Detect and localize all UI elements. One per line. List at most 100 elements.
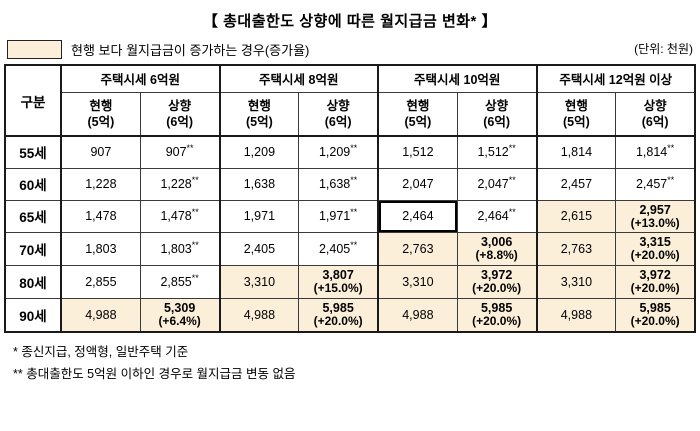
increase-rate: (+20.0%) — [313, 313, 363, 328]
value-cell: 2,763 — [376, 232, 458, 267]
cell-value: 1,228 — [85, 177, 117, 191]
cell-value: 1,971 — [318, 209, 351, 224]
legend-row: 현행 보다 월지급금이 증가하는 경우(증가율) (단위: 천원) — [7, 40, 693, 59]
value-cell: 1,228 — [59, 167, 141, 201]
value-cell: 1,803** — [139, 232, 221, 267]
cell-value: 2,457 — [635, 177, 668, 191]
row-label: 65세 — [4, 199, 62, 234]
increase-rate: (+20.0%) — [630, 313, 680, 328]
sub-header-raised: 상향 (6억) — [298, 91, 379, 137]
cell-value: 4,988 — [85, 307, 117, 322]
cell-value: 1,478 — [85, 209, 117, 224]
value-cell: 2,457 — [535, 167, 617, 201]
cell-value: 1,209 — [243, 145, 276, 160]
cell-value: 1,803 — [160, 242, 192, 257]
sub-header-current: 현행 (5억) — [376, 91, 458, 137]
cell-value: 2,855 — [85, 274, 117, 289]
increase-rate: (+20.0%) — [472, 313, 522, 328]
no-change-marker: ** — [350, 207, 358, 218]
page-title: 【 총대출한도 상향에 따른 월지급금 변화* 】 — [202, 13, 498, 30]
cell-value: 1,638 — [243, 177, 276, 191]
no-change-marker: ** — [508, 174, 516, 185]
value-cell: 1,209 — [218, 135, 300, 169]
no-change-marker: ** — [350, 240, 358, 251]
value-cell: 2,855 — [59, 265, 141, 299]
value-cell: 2,047 — [376, 167, 458, 201]
value-cell: 1,803 — [59, 232, 141, 267]
group-header-6: 주택시세 6억원 — [60, 64, 220, 93]
cell-value: 3,310 — [243, 274, 276, 289]
value-cell: 5,309 (+6.4%) — [139, 297, 221, 333]
increase-rate: (+8.8%) — [475, 248, 518, 263]
value-cell: 2,763 — [535, 232, 617, 267]
cell-value: 2,405 — [318, 242, 351, 257]
value-cell: 1,512 — [376, 135, 458, 169]
page: 【 총대출한도 상향에 따른 월지급금 변화* 】 현행 보다 월지급금이 증가… — [4, 13, 696, 386]
value-cell: 2,615 — [535, 199, 617, 234]
legend-label: 현행 보다 월지급금이 증가하는 경우(증가율) — [71, 43, 310, 58]
value-cell: 4,988 — [218, 297, 300, 333]
sub-header-current: 현행 (5억) — [59, 91, 141, 137]
value-cell: 3,310 — [218, 265, 300, 299]
value-cell: 3,807 (+15.0%) — [298, 265, 379, 299]
value-cell: 1,638** — [298, 167, 379, 201]
no-change-marker: ** — [191, 207, 199, 218]
cell-value: 4,988 — [402, 307, 434, 322]
increase-rate: (+13.0%) — [630, 215, 680, 230]
cell-value: 1,803 — [85, 242, 117, 257]
legend: 현행 보다 월지급금이 증가하는 경우(증가율) — [7, 40, 309, 59]
cell-value: 5,985 — [480, 300, 513, 315]
value-cell: 907 — [59, 135, 141, 169]
no-change-marker: ** — [667, 143, 675, 154]
value-cell: 2,405 — [218, 232, 300, 267]
increase-rate: (+15.0%) — [313, 281, 363, 296]
table-body: 55세 907 907** 1,209 1,209** 1,512 1,512** 1,814… — [4, 135, 696, 333]
table-row: 60세 1,228 1,228** 1,638 1,638** 2,047 2,047** 2… — [4, 167, 696, 201]
no-change-marker: ** — [350, 143, 358, 154]
sub-header-row: 현행 (5억) 상향 (6억) 현행 (5억) 상향 (6억) 현행 (5억) … — [5, 91, 696, 137]
cell-value: 1,814 — [635, 145, 668, 160]
sub-header-current: 현행 (5억) — [218, 91, 300, 137]
cell-value: 1,814 — [560, 145, 593, 160]
increase-rate: (+20.0%) — [630, 248, 680, 263]
value-cell: 907** — [139, 135, 221, 169]
cell-value: 3,310 — [402, 274, 434, 289]
value-cell: 2,957 (+13.0%) — [615, 199, 696, 234]
no-change-marker: ** — [186, 143, 194, 154]
cell-value: 2,464 — [477, 209, 509, 224]
value-cell: 3,315 (+20.0%) — [615, 232, 696, 267]
cell-value: 1,971 — [243, 209, 276, 224]
row-label: 60세 — [4, 167, 62, 201]
cell-value: 4,988 — [243, 307, 276, 322]
cell-value: 2,405 — [243, 242, 276, 257]
value-cell: 2,464** — [456, 199, 538, 234]
cell-value: 2,763 — [402, 242, 434, 257]
row-label: 90세 — [4, 297, 62, 333]
no-change-marker: ** — [350, 174, 358, 185]
group-header-8: 주택시세 8억원 — [218, 64, 379, 93]
value-cell: 1,814 — [535, 135, 617, 169]
increase-rate: (+20.0%) — [472, 281, 522, 296]
table-row: 70세 1,803 1,803** 2,405 2,405** 2,763 3,006 (+8… — [4, 232, 696, 267]
no-change-marker: ** — [508, 207, 516, 218]
value-cell: 5,985 (+20.0%) — [298, 297, 379, 333]
row-label: 70세 — [4, 232, 62, 267]
value-cell: 3,006 (+8.8%) — [456, 232, 538, 267]
cell-value: 3,006 — [480, 235, 513, 250]
footnote-2: ** 총대출한도 5억원 이하인 경우로 월지급금 변동 없음 — [13, 367, 296, 382]
table-row: 80세 2,855 2,855** 3,310 3,807 (+15.0%) 3,310 3,… — [4, 265, 696, 299]
value-cell: 1,512** — [456, 135, 538, 169]
table-header: 구분 주택시세 6억원 주택시세 8억원 주택시세 10억원 주택시세 12억원… — [4, 64, 696, 137]
value-cell: 1,638 — [218, 167, 300, 201]
cell-value: 3,315 — [639, 235, 671, 250]
value-cell: 4,988 — [376, 297, 458, 333]
value-cell: 2,047** — [456, 167, 538, 201]
value-cell: 5,985 (+20.0%) — [615, 297, 696, 333]
cell-value: 3,972 — [480, 268, 513, 283]
cell-value: 2,464 — [402, 209, 434, 224]
value-cell: 5,985 (+20.0%) — [456, 297, 538, 333]
cell-value: 2,047 — [477, 177, 509, 191]
value-cell: 1,209** — [298, 135, 379, 169]
value-cell: 2,457** — [615, 167, 696, 201]
footnotes: * 종신지급, 정액형, 일반주택 기준 ** 총대출한도 5억원 이하인 경우… — [13, 341, 696, 386]
